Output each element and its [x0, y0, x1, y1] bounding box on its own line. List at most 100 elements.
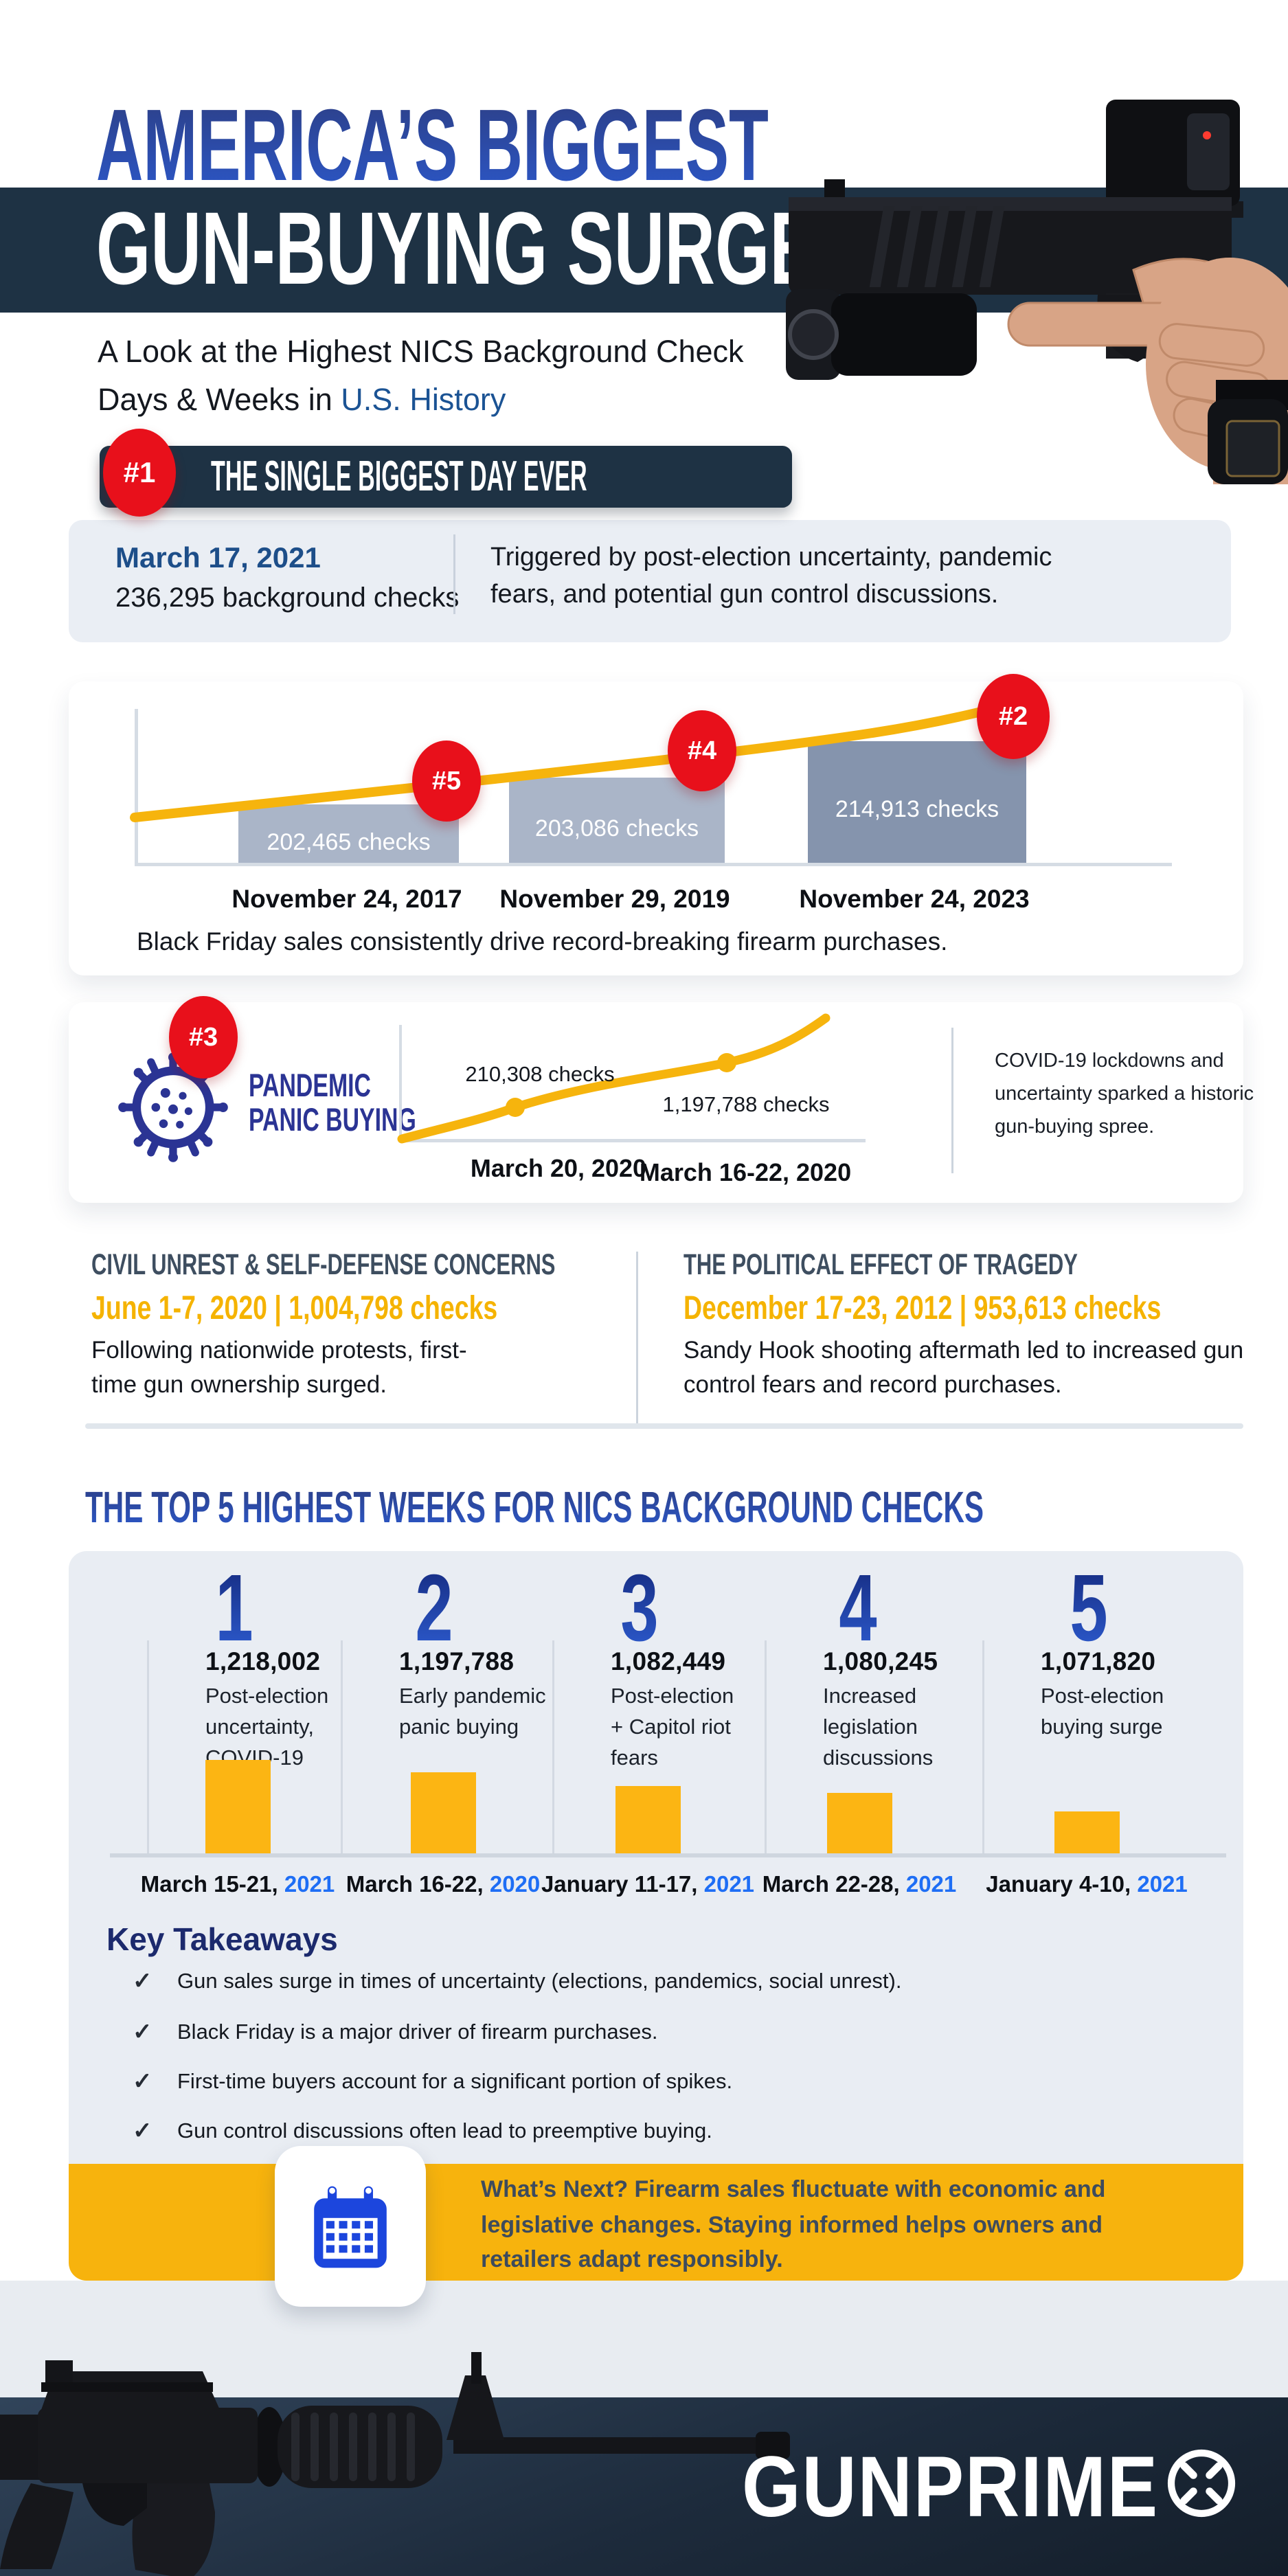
top5-col-3: 1,082,449 Post-election + Capitol riot f… — [611, 1647, 800, 1773]
main-title-line1: AMERICA’S BIGGEST — [96, 89, 769, 202]
black-friday-bar-2017-label: 202,465 checks — [267, 829, 431, 855]
footer-logo-icon — [1167, 2449, 1236, 2518]
pandemic-line-chart — [397, 1013, 831, 1144]
takeaway-item-1: Gun sales surge in times of uncertainty … — [177, 1969, 902, 1993]
top5-rank-5: 5 — [1035, 1561, 1143, 1656]
civil-unrest-stat: June 1-7, 2020 | 1,004,798 checks — [91, 1290, 498, 1326]
whats-next-line1: What’s Next? Firearm sales fluctuate wit… — [481, 2176, 1106, 2202]
rifle-photo — [0, 2352, 790, 2576]
top5-col-divider-1 — [147, 1640, 149, 1853]
single-day-desc-line2: fears, and potential gun control discuss… — [490, 580, 999, 609]
top5-col-divider-2 — [341, 1640, 343, 1853]
top5-date-3: January 11-17, 2021 — [541, 1871, 755, 1897]
top5-value-4: 1,080,245 — [823, 1647, 938, 1675]
top5-date-4: March 22-28, 2021 — [762, 1871, 957, 1897]
black-friday-bar-2019: 203,086 checks — [509, 778, 725, 863]
pandemic-desc-line1: COVID-19 lockdowns and — [995, 1050, 1224, 1072]
check-icon-4: ✓ — [133, 2118, 152, 2144]
civil-unrest-title: CIVIL UNREST & SELF-DEFENSE CONCERNS — [91, 1248, 556, 1281]
top5-bar-3 — [615, 1786, 681, 1853]
top5-value-5: 1,071,820 — [1041, 1647, 1156, 1675]
top5-rank-1: 1 — [180, 1561, 289, 1656]
top5-bar-2 — [411, 1772, 476, 1853]
civil-unrest-desc-line2: time gun ownership surged. — [91, 1371, 387, 1398]
top5-date-5: January 4-10, 2021 — [986, 1871, 1188, 1897]
pandemic-point2-date: March 16-22, 2020 — [639, 1158, 852, 1186]
top5-col-divider-3 — [552, 1640, 554, 1853]
black-friday-date-2019: November 29, 2019 — [499, 885, 730, 913]
black-friday-y-axis — [135, 709, 138, 866]
calendar-icon — [314, 2186, 387, 2268]
top5-col-divider-5 — [982, 1640, 984, 1853]
whats-next-line3: retailers adapt responsibly. — [481, 2246, 783, 2272]
check-icon-2: ✓ — [133, 2019, 152, 2045]
pandemic-y-axis — [399, 1025, 402, 1142]
top5-rank-2: 2 — [380, 1561, 488, 1656]
top5-desc-4: Increased legislation discussions — [823, 1684, 934, 1770]
check-icon-3: ✓ — [133, 2068, 152, 2094]
top5-date-1: March 15-21, 2021 — [140, 1871, 335, 1897]
subtitle-line2: Days & Weeks in U.S. History — [98, 382, 506, 418]
top5-col-1: 1,218,002 Post-election uncertainty, COV… — [205, 1647, 394, 1773]
rank-badge-4: #4 — [668, 710, 736, 791]
top5-bar-4 — [827, 1793, 892, 1853]
section-divider — [85, 1423, 1243, 1429]
rank-badge-3: #3 — [169, 996, 238, 1078]
footer-brand: GUNPRIME — [742, 2439, 1159, 2535]
rank-badge-2: #2 — [977, 674, 1050, 759]
single-day-header-label: THE SINGLE BIGGEST DAY EVER — [211, 453, 587, 500]
subtitle-line2-prefix: Days & Weeks in — [98, 382, 341, 417]
single-day-header-bar: THE SINGLE BIGGEST DAY EVER — [100, 446, 792, 508]
takeaway-item-2: Black Friday is a major driver of firear… — [177, 2020, 658, 2044]
top5-col-divider-4 — [765, 1640, 767, 1853]
rank-badge-5: #5 — [412, 741, 481, 822]
top5-bar-5 — [1054, 1811, 1120, 1853]
top5-desc-1: Post-election uncertainty, COVID-19 — [205, 1684, 329, 1770]
black-friday-date-2023: November 24, 2023 — [799, 885, 1030, 913]
subtitle-highlight: U.S. History — [341, 382, 506, 417]
top5-col-2: 1,197,788 Early pandemic panic buying — [399, 1647, 588, 1742]
top5-title: THE TOP 5 HIGHEST WEEKS FOR NICS BACKGRO… — [85, 1482, 984, 1532]
tragedy-stat: December 17-23, 2012 | 953,613 checks — [683, 1290, 1162, 1326]
top5-desc-2: Early pandemic panic buying — [399, 1684, 546, 1739]
pistol-photo — [786, 100, 1288, 484]
whats-next-banner — [69, 2164, 1243, 2281]
rank-badge-1: #1 — [103, 429, 176, 517]
single-day-stat: 236,295 background checks — [115, 583, 460, 613]
pandemic-x-axis — [399, 1139, 866, 1142]
top5-value-1: 1,218,002 — [205, 1647, 321, 1675]
virus-icon — [118, 1052, 228, 1162]
top5-col-5: 1,071,820 Post-election buying surge — [1041, 1647, 1230, 1742]
black-friday-date-2017: November 24, 2017 — [231, 885, 462, 913]
check-icon-1: ✓ — [133, 1968, 152, 1994]
pandemic-divider — [951, 1028, 953, 1173]
top5-desc-5: Post-election buying surge — [1041, 1684, 1164, 1739]
top5-value-2: 1,197,788 — [399, 1647, 515, 1675]
black-friday-bar-2023: 214,913 checks — [808, 741, 1026, 863]
main-title-line2: GUN-BUYING SURGES — [96, 190, 863, 306]
black-friday-trend-line — [130, 692, 1043, 822]
pandemic-title-line1: PANDEMIC — [249, 1067, 371, 1103]
top5-col-4: 1,080,245 Increased legislation discussi… — [823, 1647, 1012, 1773]
single-day-date: March 17, 2021 — [115, 541, 321, 574]
single-day-desc-line1: Triggered by post-election uncertainty, … — [490, 543, 1052, 572]
tragedy-desc-line2: control fears and record purchases. — [683, 1371, 1062, 1398]
top5-date-2: March 16-22, 2020 — [346, 1871, 541, 1897]
top5-rank-3: 3 — [585, 1561, 694, 1656]
black-friday-bar-2019-label: 203,086 checks — [534, 815, 699, 841]
tragedy-desc-line1: Sandy Hook shooting aftermath led to inc… — [683, 1337, 1244, 1364]
black-friday-caption: Black Friday sales consistently drive re… — [137, 927, 948, 956]
bottom-gray-strip — [0, 2281, 1288, 2399]
pandemic-card — [69, 1002, 1243, 1203]
pandemic-point1-label: 210,308 checks — [465, 1062, 615, 1086]
top5-bar-1 — [205, 1760, 271, 1853]
pandemic-point1-date: March 20, 2020 — [470, 1154, 647, 1182]
top5-rank-4: 4 — [804, 1561, 912, 1656]
pandemic-desc-line3: gun-buying spree. — [995, 1116, 1155, 1138]
single-day-divider — [453, 534, 455, 614]
tragedy-title: THE POLITICAL EFFECT OF TRAGEDY — [683, 1248, 1078, 1281]
civil-unrest-desc-line1: Following nationwide protests, first- — [91, 1337, 467, 1364]
pandemic-point2-label: 1,197,788 checks — [662, 1092, 830, 1116]
black-friday-x-axis — [135, 863, 1172, 866]
